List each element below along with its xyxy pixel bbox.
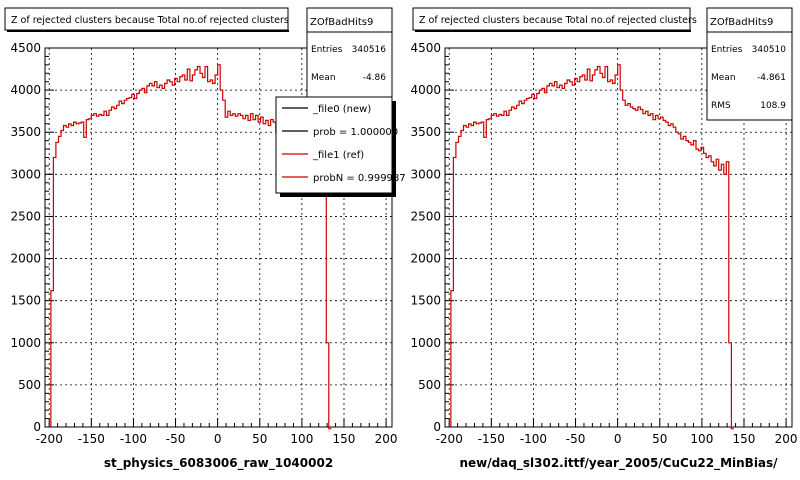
stats-box: [706, 7, 793, 121]
chart-panel-2: -200 -150 -100 -50 0 50 100 150 2000500100015002…: [410, 7, 798, 471]
y-tick-label: 2000: [410, 252, 441, 266]
legend-entry: _file1 (ref): [312, 150, 364, 161]
stats-label: Entries: [711, 45, 743, 55]
stats-value: -4.86: [363, 73, 387, 83]
x-tick-label: 200: [775, 432, 798, 446]
x-tick-label: 100: [690, 432, 713, 446]
x-tick-label: -100: [120, 432, 147, 446]
stats-label: Mean: [711, 73, 736, 83]
chart-panel-1: -200 -150 -100 -50 0 50 100 150 2000500100015002…: [4, 7, 406, 471]
x-tick-label: -200: [436, 432, 463, 446]
y-tick-label: 2000: [10, 252, 41, 266]
y-tick-label: 0: [33, 420, 41, 434]
x-tick-label: -50: [166, 432, 186, 446]
y-tick-label: 3000: [410, 167, 441, 181]
legend-entry: probN = 0.999987: [313, 173, 406, 184]
x-axis-label: new/daq_sl302.ittf/year_2005/CuCu22_MinB…: [459, 456, 778, 471]
y-tick-label: 500: [18, 378, 41, 392]
x-tick-label: 0: [214, 432, 222, 446]
x-tick-label: 0: [614, 432, 622, 446]
stats-value: 108.9: [760, 101, 786, 111]
chart-title: Z of rejected clusters because Total no.…: [11, 15, 289, 26]
y-tick-label: 0: [433, 420, 441, 434]
y-tick-label: 1500: [410, 294, 441, 308]
histogram-series-0: [450, 64, 734, 430]
x-tick-label: -100: [520, 432, 547, 446]
tick-marks: [45, 47, 387, 428]
y-tick-label: 4000: [10, 83, 41, 97]
stats-name: ZOfBadHits9: [310, 17, 373, 28]
y-tick-label: 500: [418, 378, 441, 392]
x-tick-label: -50: [566, 432, 586, 446]
x-tick-label: -200: [36, 432, 63, 446]
y-tick-label: 2500: [10, 209, 41, 223]
x-tick-label: -150: [78, 432, 105, 446]
x-tick-label: -150: [478, 432, 505, 446]
y-tick-label: 2500: [410, 209, 441, 223]
y-tick-label: 1000: [10, 336, 41, 350]
y-tick-label: 3500: [410, 125, 441, 139]
x-tick-label: 150: [333, 432, 356, 446]
y-tick-label: 4000: [410, 83, 441, 97]
stats-name: ZOfBadHits9: [710, 17, 773, 28]
x-tick-label: 200: [375, 432, 398, 446]
x-tick-label: 150: [733, 432, 756, 446]
stats-value: 340510: [752, 45, 787, 55]
x-axis-label: st_physics_6083006_raw_1040002: [104, 456, 333, 471]
grid-lines: [45, 47, 392, 428]
legend-entry: prob = 1.000000: [313, 127, 398, 138]
stats-value: -4.861: [757, 73, 786, 83]
y-tick-label: 1500: [10, 294, 41, 308]
stats-label: RMS: [711, 101, 731, 111]
legend: _file0 (new) prob = 1.000000 _file1 (ref) p…: [275, 96, 406, 197]
x-tick-label: 50: [252, 432, 267, 446]
chart-title: Z of rejected clusters because Total no.…: [419, 15, 697, 26]
y-tick-label: 4500: [10, 41, 41, 55]
tick-marks: [445, 47, 787, 428]
y-tick-label: 1000: [410, 336, 441, 350]
x-tick-label: 50: [652, 432, 667, 446]
y-tick-label: 4500: [410, 41, 441, 55]
y-tick-label: 3500: [10, 125, 41, 139]
stats-label: Entries: [311, 45, 343, 55]
stats-value: 340516: [352, 45, 387, 55]
y-tick-label: 3000: [10, 167, 41, 181]
legend-entry: _file0 (new): [312, 104, 371, 115]
stats-label: Mean: [311, 73, 336, 83]
x-tick-label: 100: [290, 432, 313, 446]
grid-lines: [445, 47, 792, 428]
